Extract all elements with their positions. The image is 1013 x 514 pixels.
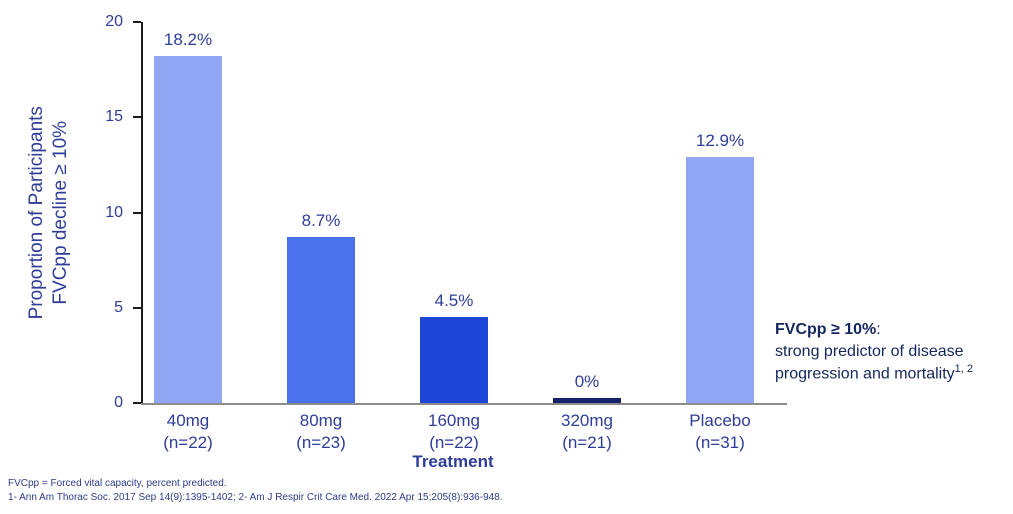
x-category-label-80mg: 80mg (n=23): [296, 411, 346, 453]
y-tick-10: [133, 211, 141, 214]
annotation-line3: progression and mortality: [775, 365, 955, 383]
footnote-references: 1- Ann Am Thorac Soc. 2017 Sep 14(9):139…: [8, 491, 503, 503]
plot-area: 0 5 10 15 20 18.2% 8.7% 4.5% 0% 12.9%: [105, 14, 787, 411]
y-tick-20: [133, 21, 141, 23]
bar-320mg: [553, 398, 621, 403]
bar-value-label-40mg: 18.2%: [163, 30, 213, 49]
x-category-label-320mg: 320mg (n=21): [561, 411, 613, 453]
x-category-label-160mg: 160mg (n=22): [428, 411, 480, 453]
annotation-line2: strong predictor of disease: [775, 342, 964, 360]
y-axis-line: [141, 22, 143, 405]
y-tick-label-10: 10: [105, 203, 123, 221]
x-axis-title: Treatment: [412, 452, 494, 471]
bar-value-label-160mg: 4.5%: [434, 291, 474, 310]
y-tick-0: [133, 402, 141, 404]
y-tick-5: [133, 306, 141, 309]
footnotes: FVCpp = Forced vital capacity, percent p…: [8, 477, 708, 504]
footnote-definition: FVCpp = Forced vital capacity, percent p…: [8, 478, 227, 489]
y-tick-15: [133, 116, 141, 119]
y-axis-title: Proportion of Participants FVCpp decline…: [18, 22, 80, 403]
x-axis-line: [141, 403, 787, 405]
annotation-citation-superscript: 1, 2: [954, 363, 973, 376]
x-category-label-40mg: 40mg (n=22): [163, 411, 213, 453]
y-axis-title-line2: FVCpp decline ≥ 10%: [50, 120, 71, 305]
bar-40mg: [154, 56, 222, 403]
y-axis-title-line1: Proportion of Participants: [26, 105, 48, 320]
bar-value-label-80mg: 8.7%: [301, 211, 341, 230]
x-category-label-placebo: Placebo (n=31): [689, 411, 751, 453]
annotation-colon: :: [876, 321, 881, 338]
bar-80mg: [287, 237, 355, 403]
y-tick-label-15: 15: [105, 108, 123, 126]
y-tick-label-20: 20: [105, 13, 123, 30]
bar-value-label-placebo: 12.9%: [695, 131, 745, 150]
annotation-bold: FVCpp ≥ 10%: [775, 321, 877, 338]
bar-placebo: [686, 157, 754, 403]
bar-value-label-320mg: 0%: [574, 372, 600, 391]
y-tick-label-5: 5: [114, 298, 123, 316]
bar-160mg: [420, 317, 488, 403]
y-tick-label-0: 0: [114, 394, 123, 411]
annotation-callout: FVCpp ≥ 10%: strong predictor of disease…: [775, 319, 1010, 385]
